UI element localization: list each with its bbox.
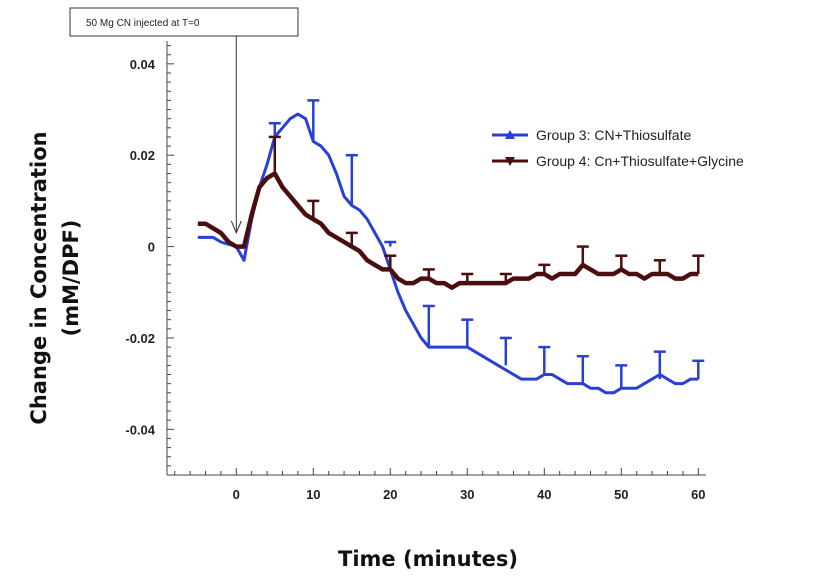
legend-label: Group 3: CN+Thiosulfate [536, 127, 691, 143]
y-tick-label: 0.02 [130, 148, 155, 163]
annotation-text: 50 Mg CN injected at T=0 [86, 18, 200, 29]
y-axis-title-line2: (mM/DPF) [59, 220, 83, 337]
x-axis-title: Time (minutes) [338, 547, 518, 571]
series-line [197, 171, 699, 290]
series-line [197, 112, 699, 395]
legend-marker [505, 130, 515, 139]
y-tick-labels: 0.04 0.02 0 -0.02 -0.04 [125, 57, 155, 437]
legend: Group 3: CN+Thiosulfate Group 4: Cn+Thios… [492, 127, 744, 169]
y-tick-label: -0.02 [125, 331, 155, 346]
x-tick-label: 20 [383, 487, 397, 502]
tick-marks [167, 45, 699, 475]
y-axis-title-line1: Change in Concentration [27, 131, 51, 424]
x-tick-label: 60 [691, 487, 705, 502]
x-tick-label: 30 [460, 487, 474, 502]
annotation-box [69, 7, 299, 37]
legend-marker [505, 157, 515, 166]
x-tick-label: 10 [306, 487, 320, 502]
x-tick-label: 50 [614, 487, 628, 502]
x-tick-label: 0 [233, 487, 240, 502]
annotation-arrow-head [230, 220, 242, 235]
legend-label: Group 4: Cn+Thiosulfate+Glycine [536, 153, 744, 169]
x-tick-label: 40 [537, 487, 551, 502]
y-tick-label: 0 [148, 240, 155, 255]
y-tick-label: 0.04 [130, 57, 156, 72]
x-tick-labels: 0 10 20 30 40 50 60 [233, 487, 706, 502]
injection-annotation: 50 Mg CN injected at T=0 [69, 7, 299, 235]
series-layer [197, 99, 705, 395]
series-2 [197, 135, 705, 290]
chart-axes [166, 41, 706, 476]
y-tick-label: -0.04 [125, 422, 155, 437]
series-1 [197, 99, 705, 395]
